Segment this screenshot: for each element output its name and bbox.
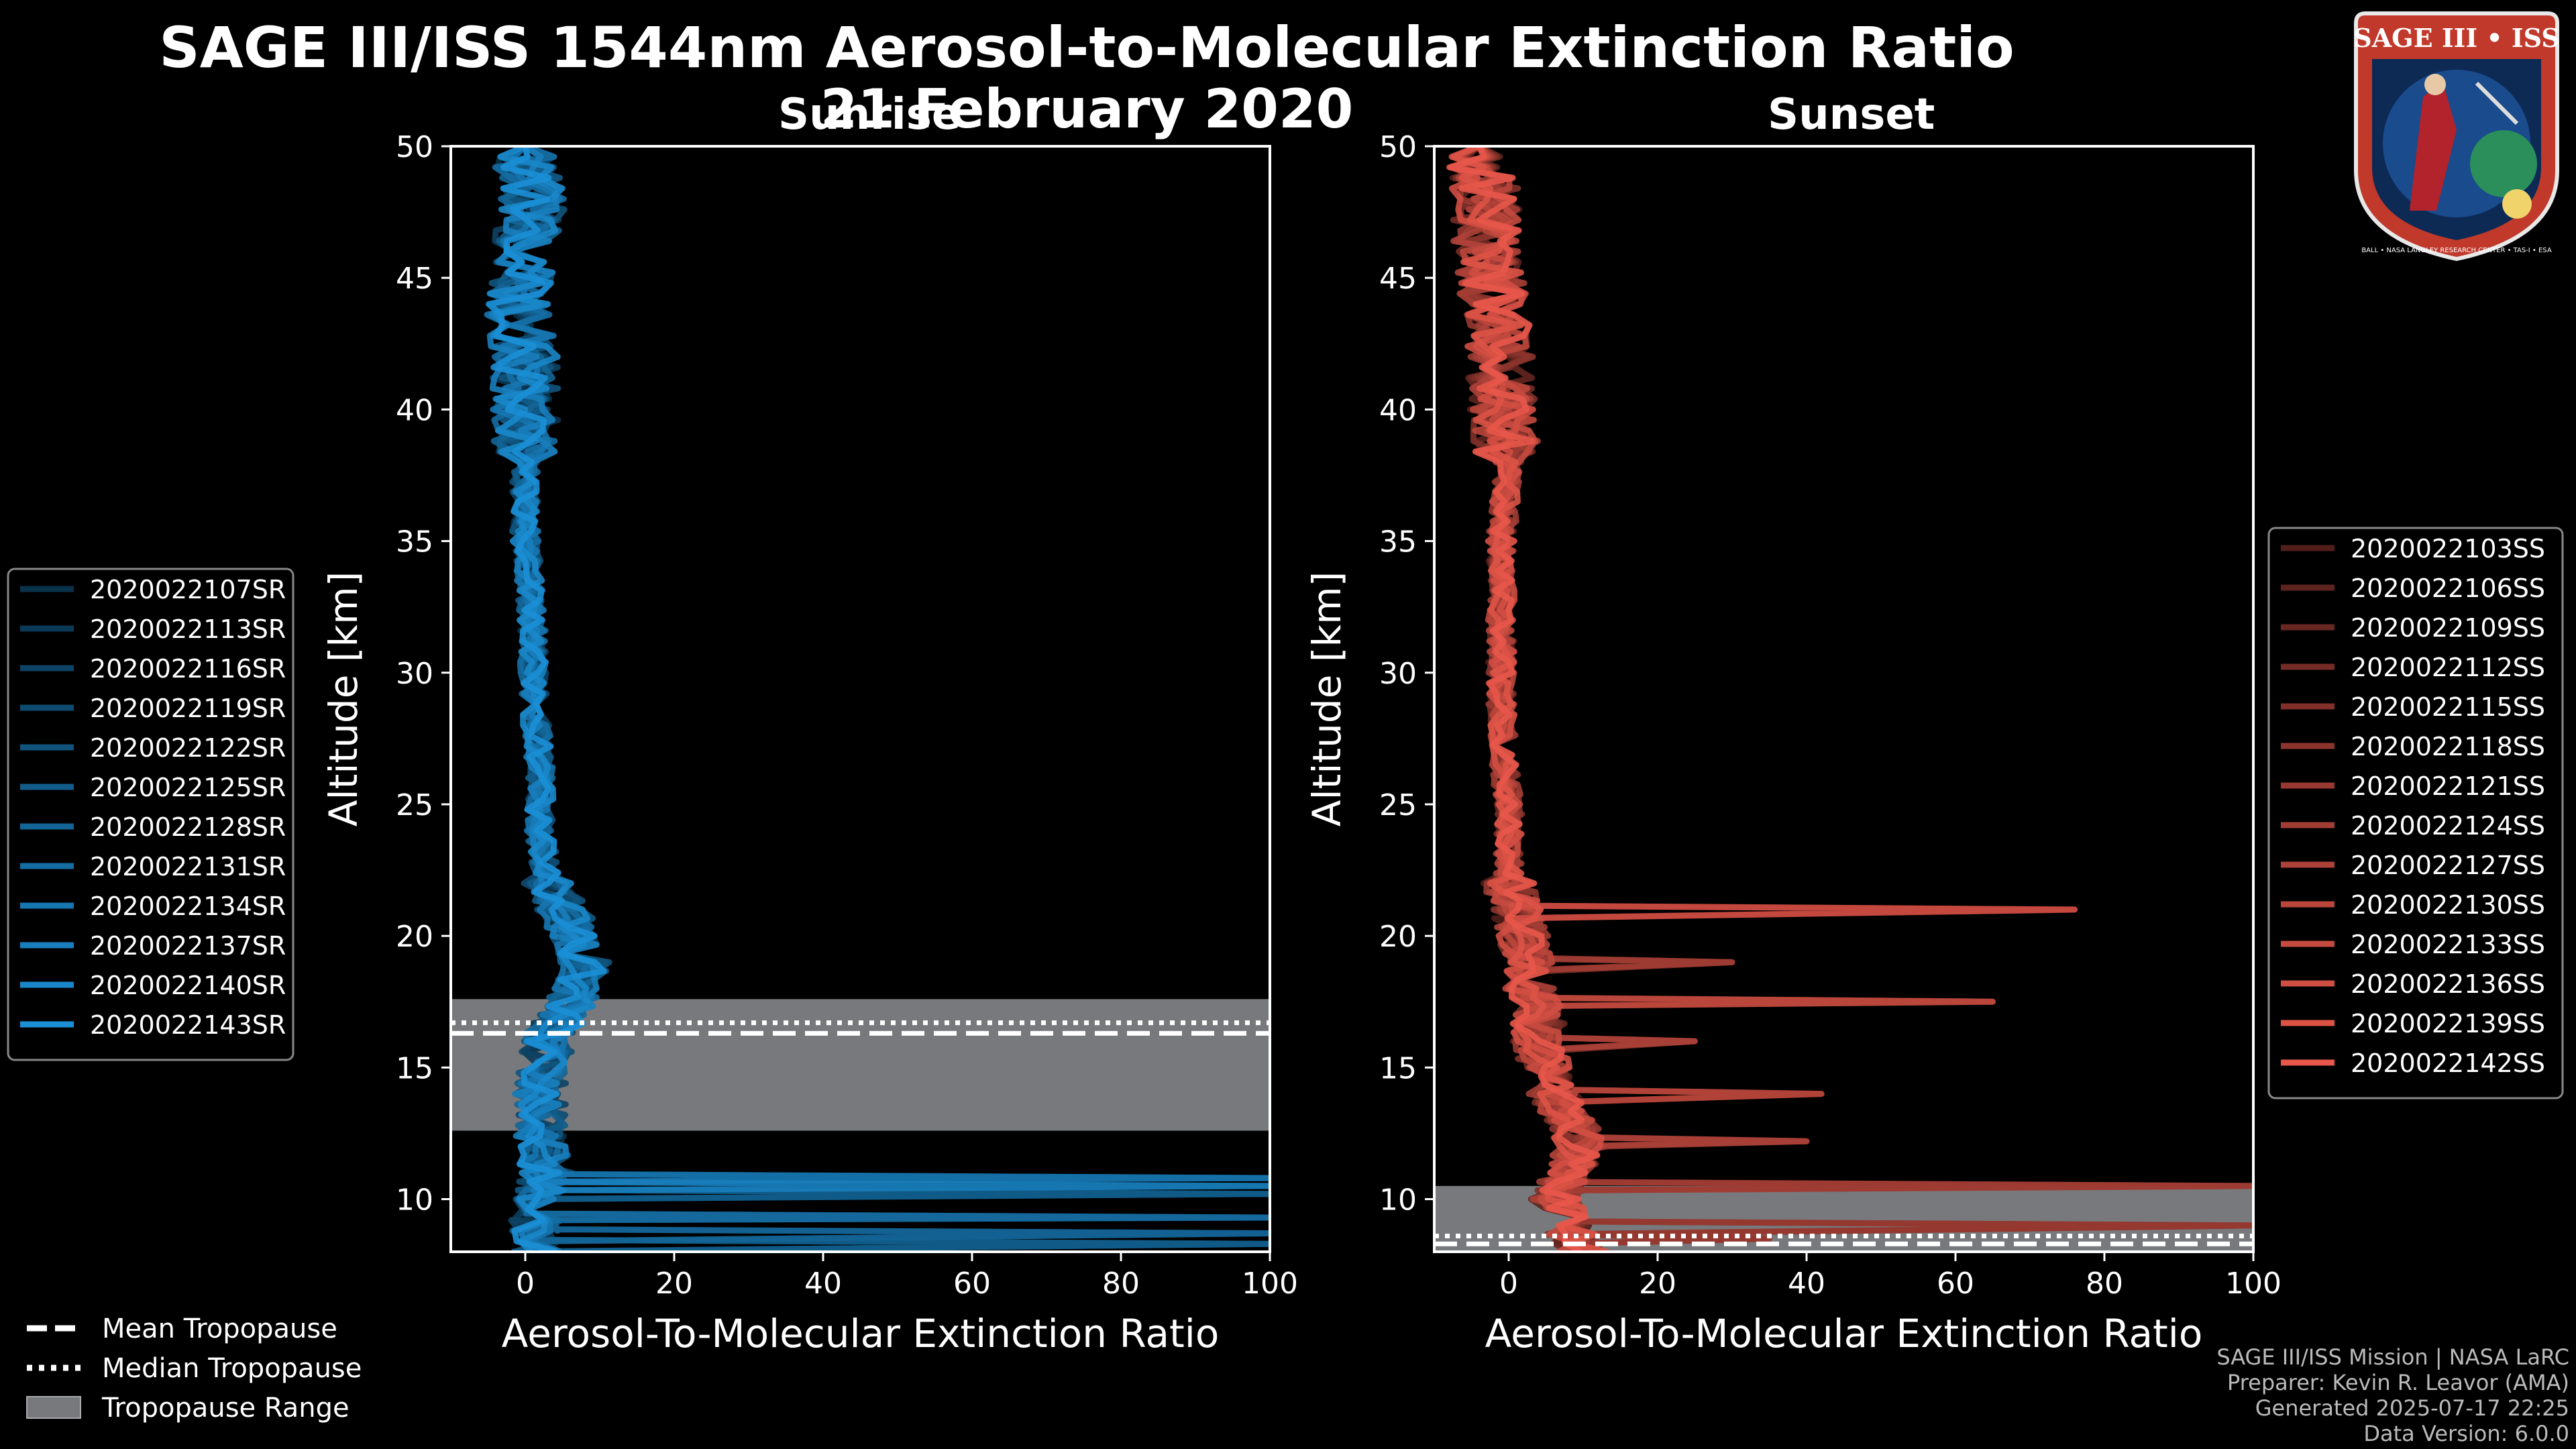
y-tick-label: 35	[396, 525, 433, 559]
legend-entry: 2020022130SS	[2351, 890, 2545, 920]
sunrise-subtitle: Sunrise	[778, 90, 961, 140]
y-tick-label: 20	[396, 920, 433, 954]
legend-entry: 2020022127SS	[2351, 851, 2545, 880]
y-tick-label: 15	[396, 1051, 433, 1085]
profile-lines	[1446, 146, 2253, 1252]
legend-entry: 2020022128SR	[90, 812, 286, 842]
credits-version: Data Version: 6.0.0	[2363, 1421, 2569, 1446]
x-tick-label: 40	[1788, 1267, 1825, 1301]
legend-entry: 2020022136SS	[2351, 969, 2545, 999]
profile-lines	[484, 146, 1270, 1252]
y-tick-label: 45	[1379, 262, 1417, 296]
sunset-panel: 0 20 40 60 80 100 10 15 20 25 30 35 40 45 50 Aerosol-To…	[1304, 130, 2282, 1356]
legend-entry: 2020022115SS	[2351, 692, 2545, 722]
legend-entry: 2020022116SR	[90, 654, 286, 684]
legend-entry: 2020022109SS	[2351, 613, 2545, 643]
x-tick-label: 80	[2086, 1267, 2123, 1301]
y-tick-label: 10	[396, 1183, 433, 1218]
legend-entry: 2020022139SS	[2351, 1009, 2545, 1038]
x-tick-label: 40	[804, 1267, 842, 1301]
x-tick-label: 0	[516, 1267, 535, 1301]
y-tick-label: 40	[1379, 393, 1417, 427]
legend-entry: 2020022119SR	[90, 694, 286, 723]
logo-ring-text: BALL • NASA LANGLEY RESEARCH CENTER • TA…	[2361, 247, 2552, 254]
y-tick-label: 45	[396, 262, 433, 296]
profile-line-2020022143SR	[486, 146, 607, 1252]
plot-frame	[449, 145, 1271, 1253]
y-tick-label: 35	[1379, 525, 1417, 559]
y-tick-label: 50	[396, 130, 433, 164]
legend-box	[2267, 527, 2564, 1099]
chart-title: SAGE III/ISS 1544nm Aerosol-to-Molecular…	[159, 15, 2015, 80]
sunset-legend: 2020022103SS 2020022106SS 2020022109SS 2020…	[2267, 527, 2564, 1099]
legend-entry: 2020022134SR	[90, 892, 286, 921]
legend-entry: 2020022125SR	[90, 773, 286, 802]
y-tick-label: 15	[1379, 1051, 1417, 1085]
x-tick-label: 80	[1102, 1267, 1140, 1301]
tropopause-legend-label: Mean Tropopause	[102, 1313, 337, 1344]
x-axis-label: Aerosol-To-Molecular Extinction Ratio	[1485, 1311, 2203, 1356]
y-tick-label: 25	[396, 788, 433, 822]
sunrise-panel: 0 20 40 60 80 100 10 15 20 25 30 35 40 45 50 Aerosol-To…	[321, 130, 1298, 1356]
y-tick-label: 40	[396, 393, 433, 427]
legend-entry: 2020022143SR	[90, 1010, 286, 1040]
tropopause-legend-label: Tropopause Range	[101, 1393, 350, 1424]
legend-entry: 2020022142SS	[2351, 1049, 2545, 1078]
profile-line-2020022142SS	[1446, 146, 1601, 1252]
x-axis-label: Aerosol-To-Molecular Extinction Ratio	[502, 1311, 1220, 1356]
credits-generated: Generated 2025-07-17 22:25	[2255, 1395, 2569, 1421]
x-tick-label: 100	[1242, 1267, 1298, 1301]
profile-line-2020022139SS	[1448, 146, 1609, 1252]
legend-entry: 2020022137SR	[90, 931, 286, 961]
chart-date: 21 February 2020	[820, 78, 1354, 140]
y-tick-label: 30	[1379, 657, 1417, 691]
y-tick-label: 20	[1379, 920, 1417, 954]
tropopause-legend: Mean Tropopause Median Tropopause Tropopau…	[26, 1313, 362, 1424]
tropopause-range-swatch	[26, 1396, 81, 1419]
legend-entry: 2020022112SS	[2351, 653, 2545, 682]
x-tick-label: 100	[2225, 1267, 2282, 1301]
x-tick-label: 20	[1639, 1267, 1676, 1301]
tropopause-legend-label: Median Tropopause	[102, 1353, 362, 1384]
credits-mission: SAGE III/ISS Mission | NASA LaRC	[2216, 1344, 2569, 1370]
legend-entry: 2020022122SR	[90, 733, 286, 763]
y-tick-label: 50	[1379, 130, 1417, 164]
legend-entry: 2020022113SR	[90, 614, 286, 644]
credits-preparer: Preparer: Kevin R. Leavor (AMA)	[2226, 1370, 2569, 1395]
legend-entry: 2020022133SS	[2351, 930, 2545, 959]
y-tick-label: 25	[1379, 788, 1417, 822]
logo-text: SAGE III • ISS	[2353, 23, 2559, 53]
x-tick-label: 0	[1499, 1267, 1518, 1301]
legend-entry: 2020022106SS	[2351, 574, 2545, 603]
legend-entry: 2020022107SR	[90, 575, 286, 604]
x-tick-label: 20	[655, 1267, 693, 1301]
legend-entry: 2020022103SS	[2351, 534, 2545, 564]
legend-entry: 2020022121SS	[2351, 771, 2545, 801]
legend-box	[7, 568, 294, 1061]
sage-iii-iss-logo: SAGE III • ISS BALL • NASA LANGLEY RESEA…	[2353, 11, 2560, 262]
sunset-subtitle: Sunset	[1768, 90, 1935, 140]
plot-frame	[1433, 145, 2255, 1253]
sunrise-legend: 2020022107SR 2020022113SR 2020022116SR 2020…	[7, 568, 294, 1061]
legend-entry: 2020022140SR	[90, 971, 286, 1000]
x-tick-label: 60	[1937, 1267, 1974, 1301]
legend-entry: 2020022131SR	[90, 852, 286, 881]
y-tick-label: 30	[396, 657, 433, 691]
y-tick-label: 10	[1379, 1183, 1417, 1218]
legend-entry: 2020022118SS	[2351, 732, 2545, 761]
credits-block: SAGE III/ISS Mission | NASA LaRC Prepare…	[2216, 1344, 2569, 1446]
y-axis-label: Altitude [km]	[321, 572, 366, 826]
legend-entry: 2020022124SS	[2351, 811, 2545, 841]
x-tick-label: 60	[953, 1267, 991, 1301]
y-axis-label: Altitude [km]	[1304, 572, 1350, 826]
